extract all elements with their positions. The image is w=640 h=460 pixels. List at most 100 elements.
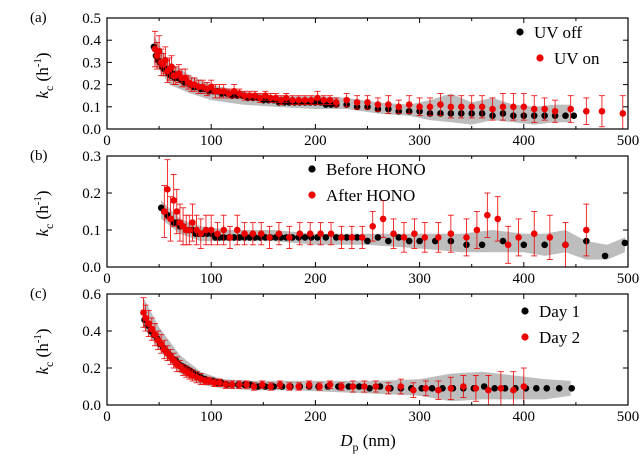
data-point-uv-on (353, 99, 361, 106)
data-point-day-2 (276, 381, 284, 388)
legend-marker (536, 54, 544, 62)
x-tick-label: 400 (513, 409, 536, 425)
x-tick-label: 500 (617, 409, 640, 425)
y-axis-title-unit-close: ) (33, 328, 52, 334)
data-point-after-hono (275, 230, 283, 237)
data-point-uv-on (220, 87, 228, 95)
data-point-uv-off (562, 112, 569, 119)
data-point-uv-on (295, 96, 303, 104)
data-point-uv-on (241, 92, 248, 99)
data-point-uv-on (447, 103, 455, 111)
data-point-before-hono (499, 237, 507, 245)
data-point-uv-on (567, 105, 574, 113)
y-axis-title-sub: c (42, 362, 56, 367)
y-axis-title-unit: (h (33, 343, 52, 362)
y-tick-label: 0.5 (82, 11, 101, 27)
x-tick-label: 0 (103, 271, 111, 287)
data-point-after-hono (546, 234, 554, 241)
panels: 0 100 200 300 400 500 0.0 0.1 0.2 0.3 0.4 0.5 (a) kc … (30, 10, 639, 425)
data-point-before-hono (601, 252, 609, 260)
panel-a: 0 100 200 300 400 500 0.0 0.1 0.2 0.3 0.4 0.5 (a) kc … (30, 10, 639, 149)
y-tick-label: 0.1 (82, 223, 101, 239)
data-point-uv-on (282, 94, 290, 102)
data-point-after-hono (220, 226, 228, 234)
data-point-day-2 (140, 309, 147, 316)
y-axis-title-unit: (h (33, 67, 52, 86)
data-point-uv-on (405, 101, 413, 108)
data-point-uv-on (225, 90, 233, 97)
data-point-uv-on (499, 103, 507, 111)
data-point-day-2 (305, 381, 313, 388)
variability-band (161, 200, 625, 260)
data-point-after-hono (411, 230, 418, 237)
legend-label: Day 2 (539, 328, 580, 347)
data-point-uv-on (468, 103, 476, 111)
data-point-before-hono (353, 234, 361, 241)
legend-label: UV on (554, 49, 600, 68)
data-point-after-hono (327, 230, 335, 237)
data-point-after-hono (400, 234, 408, 241)
data-point-day-1 (568, 385, 576, 392)
data-point-uv-on (551, 107, 559, 115)
data-point-uv-on (332, 99, 340, 106)
data-point-after-hono (583, 226, 590, 234)
data-point-after-hono (170, 197, 177, 204)
data-point-uv-on (262, 92, 269, 99)
data-point-after-hono (241, 230, 248, 237)
data-point-after-hono (562, 241, 569, 249)
y-axis-title-main: k (33, 229, 52, 237)
data-point-day-2 (520, 383, 528, 390)
data-point-day-2 (316, 383, 323, 390)
data-point-uv-on (236, 90, 243, 97)
data-point-day-1 (355, 383, 363, 390)
data-point-day-2 (286, 383, 293, 390)
data-point-after-hono (484, 211, 491, 219)
y-axis-title-unit-close: ) (33, 190, 52, 196)
data-point-after-hono (473, 226, 481, 234)
data-point-day-2 (157, 340, 165, 348)
data-point-uv-on (619, 110, 627, 117)
data-point-after-hono (161, 208, 168, 215)
data-point-after-hono (249, 230, 257, 237)
data-point-day-2 (510, 386, 517, 394)
legend: UV off UV on (516, 23, 600, 68)
data-point-day-2 (397, 383, 405, 390)
x-axis-title: Dp (nm) (339, 431, 396, 454)
y-tick-label: 0.0 (82, 260, 101, 276)
data-point-uv-on (343, 96, 350, 104)
data-point-after-hono (338, 234, 345, 241)
data-point-uv-on (155, 48, 163, 55)
data-point-before-hono (332, 234, 340, 241)
data-point-before-hono (520, 241, 528, 249)
data-point-after-hono (186, 226, 193, 234)
data-point-uv-off (570, 112, 578, 119)
x-tick-label: 200 (304, 409, 327, 425)
data-point-after-hono (202, 226, 210, 234)
data-point-before-hono (343, 234, 350, 241)
data-point-day-2 (148, 325, 156, 333)
data-point-day-2 (361, 383, 368, 390)
data-point-uv-on (256, 94, 264, 102)
x-tick-label: 400 (513, 271, 536, 287)
data-point-after-hono (379, 215, 387, 223)
y-axis-title-unit-exponent: -1 (32, 196, 44, 205)
data-point-day-2 (205, 377, 213, 385)
data-point-before-hono (374, 234, 382, 241)
y-axis-title-main: k (33, 367, 52, 375)
plot-area (140, 297, 576, 405)
legend-marker (521, 333, 529, 341)
x-tick-label: 100 (200, 133, 223, 149)
data-point-after-hono (369, 223, 377, 230)
x-tick-label: 300 (408, 409, 431, 425)
data-point-after-hono (286, 234, 293, 241)
x-tick-label: 0 (103, 409, 111, 425)
panel-label: (c) (30, 286, 47, 302)
data-point-uv-on (598, 107, 606, 115)
y-tick-label: 0.3 (82, 149, 101, 165)
plot-area (150, 30, 627, 129)
y-axis-title-unit-close: ) (33, 52, 52, 58)
data-point-after-hono (167, 215, 174, 223)
data-point-uv-on (385, 101, 392, 108)
data-point-after-hono (515, 234, 522, 241)
data-point-uv-on (457, 103, 465, 111)
